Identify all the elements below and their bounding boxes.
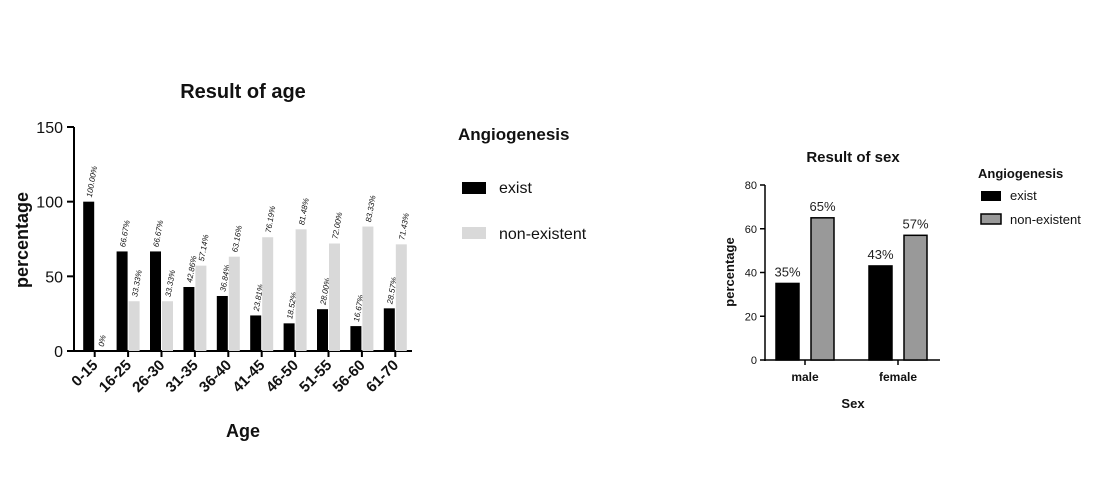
age-x-tick-label: 51-55 (296, 357, 335, 396)
age-data-label-nonexistent: 63.16% (230, 225, 244, 253)
sex-y-tick-label: 40 (745, 268, 757, 280)
sex-data-label-nonexistent: 57% (902, 216, 928, 231)
age-bar-exist (150, 251, 161, 351)
age-bar-nonexistent (362, 226, 374, 351)
age-bar-nonexistent (295, 229, 307, 351)
age-chart-ylabel: percentage (12, 192, 32, 288)
sex-legend-swatch-nonexistent (980, 213, 1002, 225)
sex-chart-bars: 35% 65% 43% 57% (774, 199, 929, 361)
sex-x-tick-label: male (791, 370, 819, 384)
age-x-tick-label: 26-30 (129, 357, 168, 396)
age-data-label-nonexistent: 81.48% (297, 197, 311, 225)
age-bar-nonexistent (329, 243, 340, 351)
age-bar-nonexistent (128, 301, 140, 351)
age-legend-label-exist: exist (499, 180, 532, 197)
age-bar-nonexistent (228, 256, 240, 351)
sex-legend: Angiogenesis exist non-existent (978, 166, 1081, 227)
age-bar-exist (283, 323, 295, 351)
age-chart-xlabel: Age (226, 421, 260, 441)
sex-chart-title: Result of sex (806, 149, 900, 166)
sex-data-label-exist: 35% (774, 264, 800, 279)
age-bar-exist (216, 295, 228, 351)
age-data-label-nonexistent: 33.33% (130, 269, 144, 297)
sex-chart-xlabel: Sex (841, 396, 865, 411)
sex-data-label-exist: 43% (867, 247, 893, 262)
sex-x-tick-label: female (879, 370, 917, 384)
sex-legend-title: Angiogenesis (978, 166, 1063, 181)
age-legend-label-nonexistent: non-existent (499, 226, 587, 243)
age-bar-exist (250, 315, 262, 351)
age-bar-nonexistent (395, 244, 407, 351)
sex-data-label-nonexistent: 65% (809, 199, 835, 214)
sex-legend-swatch-exist (981, 191, 1001, 201)
age-x-tick-label: 16-25 (96, 357, 135, 396)
age-data-label-nonexistent: 71.43% (397, 212, 411, 240)
age-chart-title: Result of age (180, 81, 306, 103)
age-x-tick-label: 41-45 (229, 357, 268, 396)
age-data-label-exist: 66.67% (152, 219, 166, 247)
age-y-tick-label: 50 (45, 269, 63, 286)
age-y-tick-label: 150 (36, 120, 63, 137)
age-legend-title: Angiogenesis (458, 125, 569, 144)
age-data-label-exist: 66.67% (118, 219, 132, 247)
age-x-tick-label: 31-35 (163, 357, 202, 396)
sex-bar-nonexistent (903, 234, 928, 361)
sex-chart-ylabel: percentage (722, 237, 737, 306)
age-data-label-nonexistent: 72.00% (331, 212, 345, 240)
sex-bar-exist (775, 282, 800, 361)
age-legend-swatch-nonexistent (462, 227, 486, 239)
age-data-label-exist: 100.00% (85, 165, 99, 198)
age-bar-nonexistent (262, 237, 274, 351)
age-x-tick-label: 36-40 (196, 357, 235, 396)
sex-legend-label-nonexistent: non-existent (1010, 212, 1081, 227)
age-bar-exist (317, 309, 328, 351)
age-bar-exist (83, 201, 95, 351)
age-data-label-nonexistent: 0% (97, 334, 108, 347)
age-legend-swatch-exist (462, 182, 486, 194)
age-data-label-nonexistent: 57.14% (197, 234, 211, 262)
age-bar-nonexistent (195, 265, 207, 351)
age-bar-exist (183, 286, 195, 351)
age-x-tick-label: 56-60 (330, 357, 369, 396)
sex-bar-nonexistent (810, 217, 835, 361)
age-x-tick-label: 61-70 (363, 357, 402, 396)
sex-y-tick-label: 60 (745, 224, 757, 236)
age-data-label-nonexistent: 33.33% (164, 269, 178, 297)
sex-y-tick-label: 80 (745, 180, 757, 192)
sex-y-tick-label: 0 (751, 355, 757, 367)
sex-legend-label-exist: exist (1010, 188, 1037, 203)
age-data-label-nonexistent: 83.33% (364, 195, 378, 223)
sex-y-tick-label: 20 (745, 311, 757, 323)
age-y-tick-label: 100 (36, 195, 63, 212)
age-bar-exist (116, 251, 128, 351)
age-bar-nonexistent (162, 301, 173, 351)
age-bar-exist (383, 308, 395, 351)
age-bar-exist (350, 326, 362, 351)
age-data-label-nonexistent: 76.19% (264, 205, 278, 233)
age-y-tick-label: 0 (54, 344, 63, 361)
age-chart-bars: 100.00%0%66.67%33.33%66.67%33.33%42.86%5… (83, 165, 411, 351)
age-legend: Angiogenesis exist non-existent (458, 125, 587, 243)
sex-bar-exist (868, 265, 893, 361)
age-x-tick-label: 46-50 (263, 357, 302, 396)
